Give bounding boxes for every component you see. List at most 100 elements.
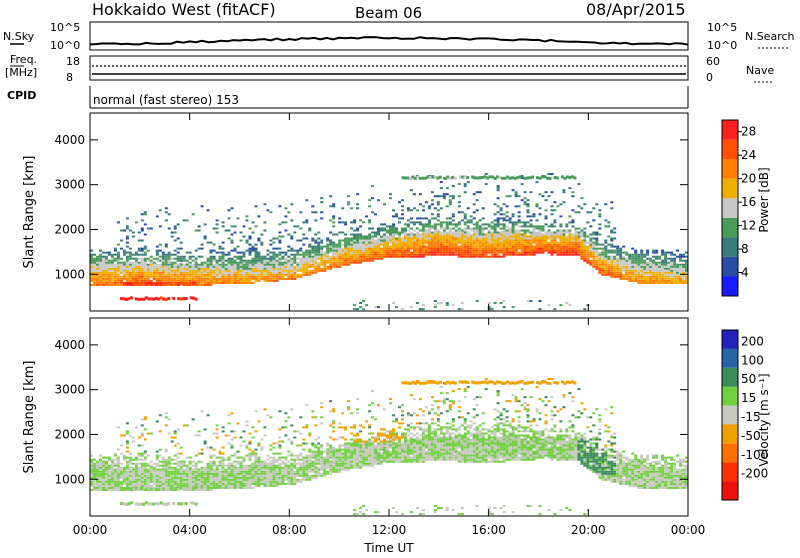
power-cell	[240, 260, 243, 262]
velocity-cell	[284, 426, 287, 428]
power-cell	[156, 260, 159, 262]
power-cell	[108, 268, 111, 270]
power-cell	[335, 248, 338, 250]
power-cell	[545, 232, 548, 234]
power-cell	[138, 268, 141, 270]
power-cell	[389, 228, 392, 230]
velocity-cell	[204, 487, 207, 489]
power-cell	[138, 240, 141, 242]
power-cell	[347, 264, 350, 266]
power-cell	[458, 246, 461, 248]
power-cell	[284, 230, 287, 232]
power-cell	[198, 278, 201, 280]
power-cell	[398, 244, 401, 246]
power-cell	[314, 256, 317, 258]
power-cell	[171, 272, 174, 274]
power-cell	[156, 272, 159, 274]
power-cell	[311, 238, 314, 240]
power-cell	[252, 248, 255, 250]
power-cell	[512, 234, 515, 236]
velocity-cell	[168, 463, 171, 465]
velocity-cell	[332, 410, 335, 412]
power-cell	[347, 242, 350, 244]
power-cell	[667, 264, 670, 266]
velocity-cell	[150, 469, 153, 471]
power-cell	[278, 264, 281, 266]
power-cell	[452, 252, 455, 254]
power-cell	[299, 248, 302, 250]
power-cell	[661, 260, 664, 262]
velocity-cell	[201, 410, 204, 412]
power-cell	[284, 264, 287, 266]
velocity-cell	[105, 481, 108, 483]
power-cell	[440, 242, 443, 244]
velocity-cell	[296, 469, 299, 471]
power-cell	[667, 268, 670, 270]
velocity-cell	[198, 483, 201, 485]
power-cell	[452, 246, 455, 248]
power-cell	[326, 256, 329, 258]
power-cell	[676, 264, 679, 266]
power-cell	[257, 274, 260, 276]
velocity-cell	[111, 479, 114, 481]
velocity-cell	[228, 463, 231, 465]
power-cell	[574, 232, 577, 234]
velocity-cell	[326, 467, 329, 469]
power-cell	[589, 246, 592, 248]
power-cell	[467, 252, 470, 254]
power-cell	[652, 264, 655, 266]
velocity-cell	[144, 418, 147, 420]
colorbar-segment	[722, 257, 738, 277]
velocity-cell	[219, 485, 222, 487]
power-cell	[195, 264, 198, 266]
power-cell	[449, 240, 452, 242]
power-cell	[494, 244, 497, 246]
velocity-cell	[305, 465, 308, 467]
power-cell	[216, 276, 219, 278]
power-cell	[237, 246, 240, 248]
power-cell	[111, 254, 114, 256]
power-cell	[153, 268, 156, 270]
velocity-cell	[168, 418, 171, 420]
velocity-cell	[290, 471, 293, 473]
power-cell	[485, 183, 488, 185]
power-cell	[305, 260, 308, 262]
velocity-cell	[138, 467, 141, 469]
power-cell	[368, 244, 371, 246]
power-cell	[168, 262, 171, 264]
power-cell	[126, 217, 129, 219]
velocity-cell	[204, 467, 207, 469]
velocity-cell	[201, 475, 204, 477]
power-cell	[580, 258, 583, 260]
velocity-cell	[281, 473, 284, 475]
velocity-cell	[272, 467, 275, 469]
velocity-cell	[252, 469, 255, 471]
power-cell	[252, 264, 255, 266]
power-cell	[506, 240, 509, 242]
power-cell	[317, 254, 320, 256]
power-cell	[580, 197, 583, 199]
power-cell	[583, 228, 586, 230]
velocity-cell	[338, 447, 341, 449]
power-cell	[126, 252, 129, 254]
power-cell	[126, 256, 129, 258]
velocity-cell	[314, 461, 317, 463]
power-cell	[449, 238, 452, 240]
velocity-cell	[198, 435, 201, 437]
power-cell	[646, 270, 649, 272]
power-cell	[213, 266, 216, 268]
power-cell	[114, 284, 117, 286]
power-cell	[461, 244, 464, 246]
power-cell	[338, 248, 341, 250]
power-cell	[610, 244, 613, 246]
power-cell	[141, 260, 144, 262]
power-cell	[416, 240, 419, 242]
power-cell	[649, 266, 652, 268]
power-cell	[135, 270, 138, 272]
power-cell	[500, 252, 503, 254]
velocity-cell	[252, 479, 255, 481]
power-cell	[524, 230, 527, 232]
power-cell	[311, 211, 314, 213]
velocity-cell	[171, 459, 174, 461]
velocity-cell	[281, 477, 284, 479]
